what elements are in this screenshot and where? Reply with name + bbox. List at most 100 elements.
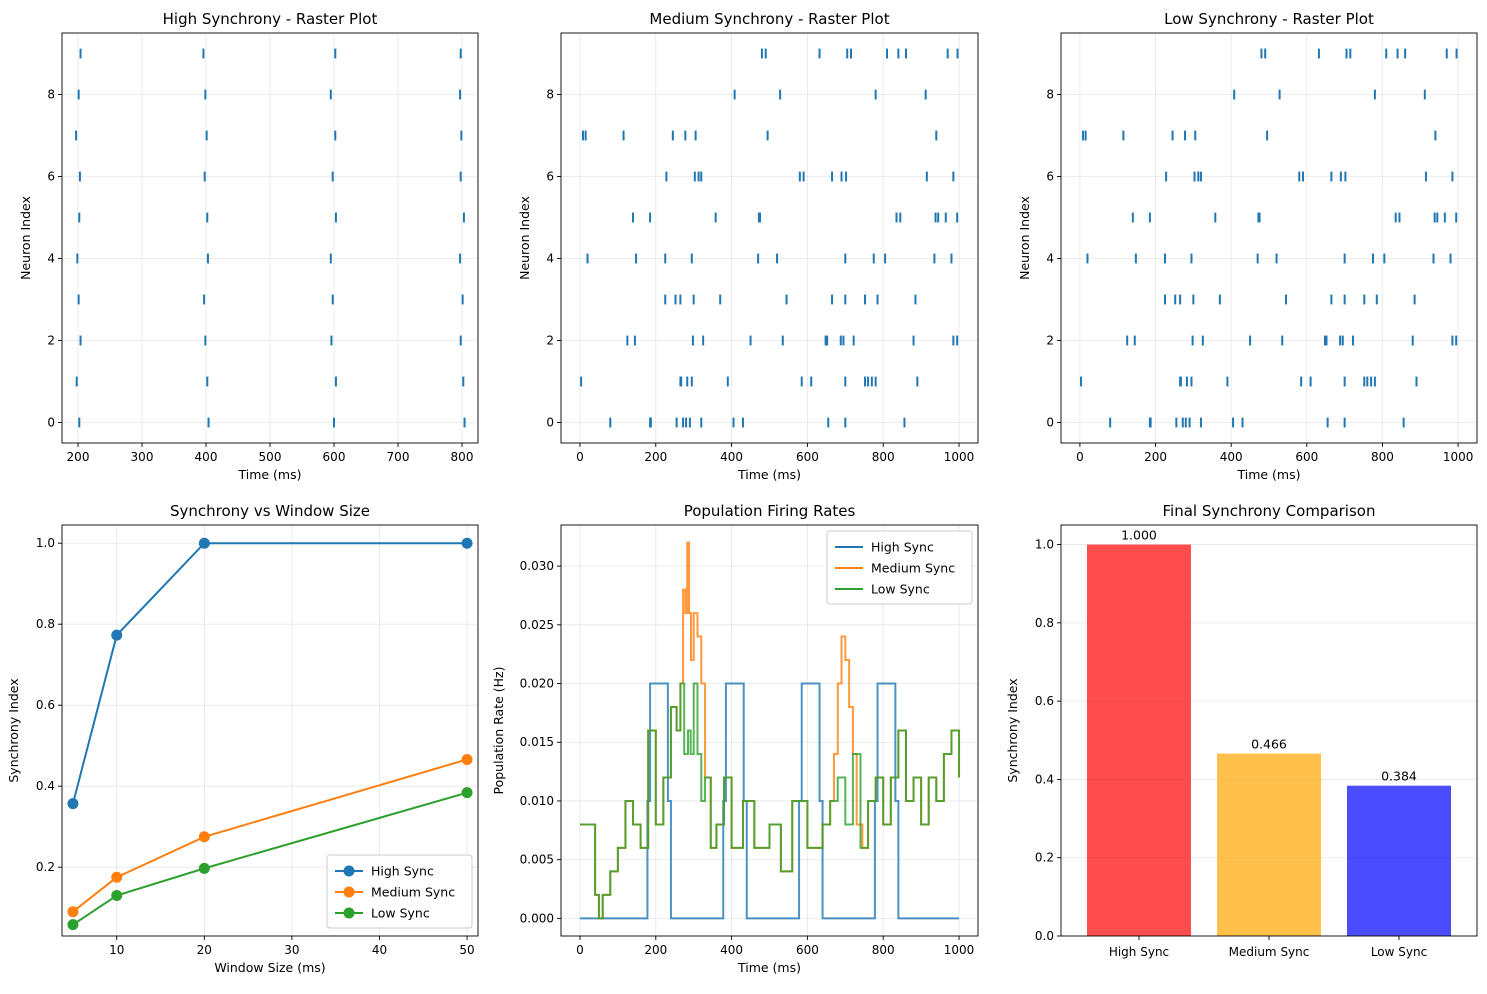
- legend-box: [826, 530, 973, 605]
- series-point: [111, 890, 123, 902]
- y-tick-label: 1.0: [1035, 538, 1054, 552]
- y-tick-label: 8: [546, 88, 554, 102]
- series-line: [72, 758, 468, 913]
- x-axis-label: Time (ms): [737, 467, 801, 482]
- series-point: [67, 919, 79, 931]
- bar-value-label: 0.466: [1251, 737, 1287, 752]
- panel-title: Medium Synchrony - Raster Plot: [649, 10, 889, 28]
- y-tick-label: 4: [1046, 252, 1054, 266]
- x-tick-label: 800: [872, 943, 895, 957]
- y-tick-label: 0.000: [520, 911, 554, 925]
- x-tick-label: 200: [1144, 450, 1167, 464]
- bar-value-label: 1.000: [1121, 528, 1157, 543]
- panel-6: 1.000 0.466 0.384 High Sync Medium Sync Low S…: [1005, 502, 1478, 959]
- x-tick-label: 400: [720, 450, 743, 464]
- y-tick-label: 8: [47, 88, 55, 102]
- x-tick-label: 0: [576, 943, 584, 957]
- x-tick-label: 50: [459, 943, 474, 957]
- x-axis-label: Time (ms): [1236, 467, 1300, 482]
- series-line: [579, 682, 961, 920]
- panel-2: 0 200 400 600 800 1000 0 2 4 6 8 Medium Synchrony -…: [517, 10, 979, 482]
- y-tick-label: 0: [1046, 416, 1054, 430]
- axes-frame: [560, 32, 979, 444]
- x-tick-label: 400: [1220, 450, 1243, 464]
- legend-marker: [343, 907, 355, 919]
- y-tick-label: 8: [1046, 88, 1054, 102]
- panel-3: 0 200 400 600 800 1000 0 2 4 6 8 Low Synchrony - Ra…: [1017, 10, 1478, 482]
- x-tick-label: 600: [796, 943, 819, 957]
- legend-label: Low Sync: [871, 582, 930, 597]
- x-tick-label: High Sync: [1109, 945, 1169, 959]
- x-tick-label: 1000: [944, 450, 975, 464]
- x-tick-label: 30: [284, 943, 299, 957]
- bar: [1087, 544, 1191, 936]
- x-tick-label: 800: [451, 450, 474, 464]
- legend-marker: [343, 865, 355, 877]
- x-tick-label: 800: [1371, 450, 1394, 464]
- y-tick-label: 0.6: [1035, 694, 1054, 708]
- series-point: [461, 787, 473, 799]
- y-tick-label: 2: [1046, 334, 1054, 348]
- y-tick-label: 0.015: [520, 735, 554, 749]
- series-point: [111, 871, 123, 883]
- x-tick-label: 200: [644, 943, 667, 957]
- x-tick-label: 1000: [1443, 450, 1474, 464]
- series-point: [111, 629, 123, 641]
- panel-title: Final Synchrony Comparison: [1163, 502, 1376, 520]
- y-tick-label: 0: [47, 416, 55, 430]
- panel-4: 10 20 30 40 50 0.2 0.4 0.6 0.8 1.0 Synchrony vs Wi…: [6, 502, 479, 975]
- x-tick-label: 40: [372, 943, 387, 957]
- x-tick-label: 700: [387, 450, 410, 464]
- legend: High Sync Medium Sync Low Sync: [326, 854, 473, 929]
- x-tick-label: 400: [720, 943, 743, 957]
- y-tick-label: 0.020: [520, 677, 554, 691]
- y-tick-label: 0.4: [1035, 772, 1054, 786]
- y-tick-label: 0.2: [1035, 851, 1054, 865]
- x-tick-label: 400: [195, 450, 218, 464]
- bar: [1347, 785, 1451, 936]
- y-tick-label: 6: [1046, 170, 1054, 184]
- y-axis-label: Population Rate (Hz): [491, 667, 506, 795]
- y-tick-label: 2: [546, 334, 554, 348]
- y-axis-label: Synchrony Index: [6, 678, 21, 782]
- y-axis-label: Neuron Index: [517, 196, 532, 280]
- series-line: [579, 682, 960, 920]
- series-line: [71, 542, 468, 804]
- x-tick-label: Low Sync: [1371, 945, 1427, 959]
- series-point: [198, 831, 210, 843]
- x-tick-label: 0: [1076, 450, 1084, 464]
- legend: High Sync Medium Sync Low Sync: [826, 530, 973, 605]
- legend-box: [326, 854, 473, 929]
- y-tick-label: 4: [546, 252, 554, 266]
- x-tick-label: 200: [644, 450, 667, 464]
- panel-title: Synchrony vs Window Size: [170, 502, 370, 520]
- y-axis-label: Neuron Index: [18, 196, 33, 280]
- y-tick-label: 4: [47, 252, 55, 266]
- x-tick-label: 600: [323, 450, 346, 464]
- y-tick-label: 2: [47, 334, 55, 348]
- panel-title: High Synchrony - Raster Plot: [163, 10, 378, 28]
- panel-title: Population Firing Rates: [684, 502, 856, 520]
- x-tick-label: 300: [131, 450, 154, 464]
- axes-frame: [61, 524, 479, 937]
- series-point: [461, 753, 473, 765]
- series-point: [67, 906, 79, 918]
- panel-title: Low Synchrony - Raster Plot: [1164, 10, 1374, 28]
- y-tick-label: 6: [546, 170, 554, 184]
- x-tick-label: 500: [259, 450, 282, 464]
- legend-label: High Sync: [871, 540, 934, 555]
- axes-frame: [560, 524, 979, 937]
- x-axis-label: Time (ms): [237, 467, 301, 482]
- y-tick-label: 0: [546, 416, 554, 430]
- x-tick-label: 600: [1295, 450, 1318, 464]
- series-point: [198, 862, 210, 874]
- x-tick-label: 10: [109, 943, 124, 957]
- x-axis-label: Time (ms): [737, 960, 801, 975]
- y-tick-label: 0.010: [520, 794, 554, 808]
- y-tick-label: 0.0: [1035, 929, 1054, 943]
- x-tick-label: 20: [197, 943, 212, 957]
- series-point: [67, 798, 79, 810]
- y-tick-label: 0.030: [520, 559, 554, 573]
